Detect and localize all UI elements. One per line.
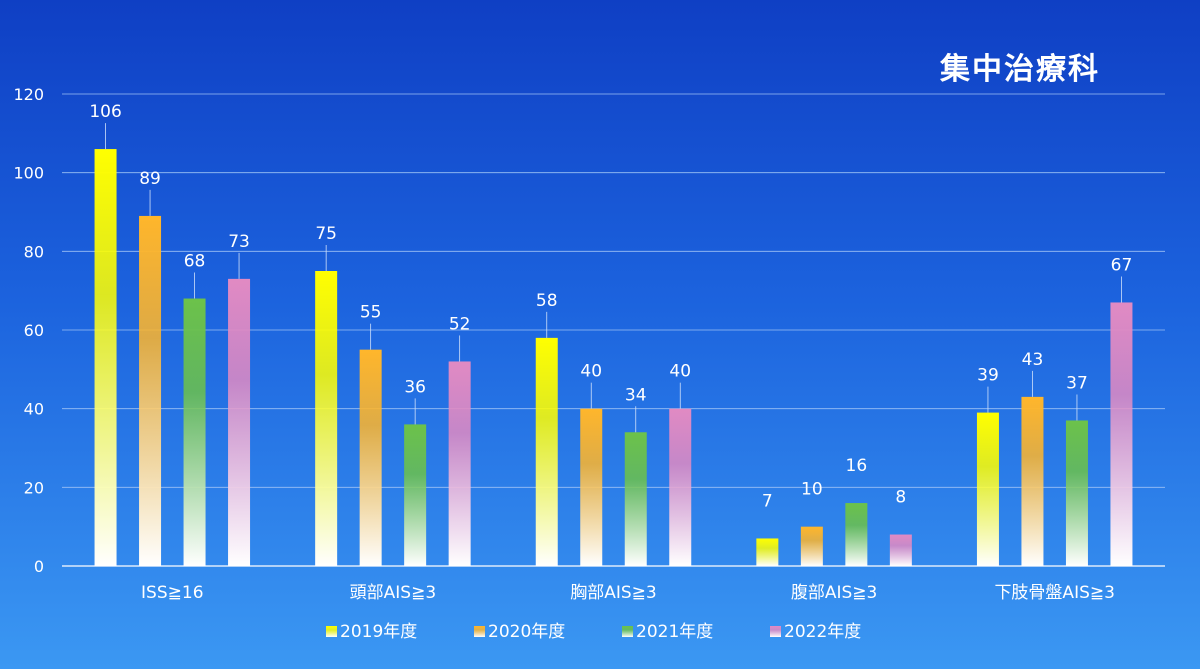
bar — [1110, 302, 1133, 566]
bar — [183, 298, 206, 566]
x-tick-label: 下肢骨盤AIS≧3 — [994, 583, 1115, 603]
legend-label: 2020年度 — [488, 622, 565, 642]
chart-title: 集中治療科 — [940, 52, 1100, 87]
x-tick-label: ISS≧16 — [141, 583, 203, 603]
bar — [889, 534, 912, 566]
y-tick-label: 100 — [13, 164, 44, 183]
legend-swatch — [770, 626, 781, 637]
data-label: 75 — [315, 224, 337, 244]
y-tick-label: 80 — [24, 242, 44, 261]
bar — [669, 408, 692, 566]
data-label: 34 — [625, 385, 647, 405]
x-tick-label: 胸部AIS≧3 — [570, 583, 657, 603]
bar — [580, 408, 603, 566]
data-label: 36 — [404, 377, 426, 397]
y-tick-label: 20 — [24, 478, 44, 497]
data-label: 106 — [89, 102, 121, 122]
legend-swatch — [474, 626, 485, 637]
bar — [1065, 420, 1088, 566]
bar — [315, 271, 338, 566]
data-label: 7 — [762, 491, 773, 511]
data-label: 37 — [1066, 373, 1088, 393]
data-label: 68 — [184, 252, 206, 272]
bar — [228, 278, 251, 566]
data-label: 58 — [536, 291, 558, 311]
y-tick-label: 40 — [24, 400, 44, 419]
y-tick-label: 120 — [13, 85, 44, 104]
bar — [1021, 396, 1044, 566]
bar — [139, 215, 162, 566]
data-label: 43 — [1022, 350, 1044, 370]
y-tick-label: 60 — [24, 321, 44, 340]
y-tick-label: 0 — [34, 557, 44, 576]
data-label: 40 — [669, 362, 691, 382]
bar — [448, 361, 471, 566]
x-tick-label: 頭部AIS≧3 — [350, 583, 437, 603]
legend-swatch — [622, 626, 633, 637]
data-label: 55 — [360, 303, 382, 323]
data-label: 8 — [895, 488, 906, 508]
x-tick-label: 腹部AIS≧3 — [791, 583, 878, 603]
bar — [624, 432, 647, 566]
bar — [800, 526, 823, 566]
bar — [976, 412, 999, 566]
legend-swatch — [326, 626, 337, 637]
bar — [404, 424, 427, 566]
bar — [845, 503, 868, 566]
legend-label: 2021年度 — [636, 622, 713, 642]
legend-label: 2019年度 — [340, 622, 417, 642]
data-label: 73 — [228, 232, 250, 252]
bar — [94, 149, 117, 567]
data-label: 52 — [449, 314, 471, 334]
data-label: 40 — [580, 362, 602, 382]
bar — [535, 337, 558, 566]
bar — [359, 349, 382, 566]
data-label: 16 — [846, 456, 868, 476]
legend-label: 2022年度 — [784, 622, 861, 642]
data-label: 67 — [1111, 255, 1133, 275]
data-label: 89 — [139, 169, 161, 189]
data-label: 10 — [801, 480, 823, 500]
data-label: 39 — [977, 366, 999, 386]
bar — [756, 538, 779, 566]
